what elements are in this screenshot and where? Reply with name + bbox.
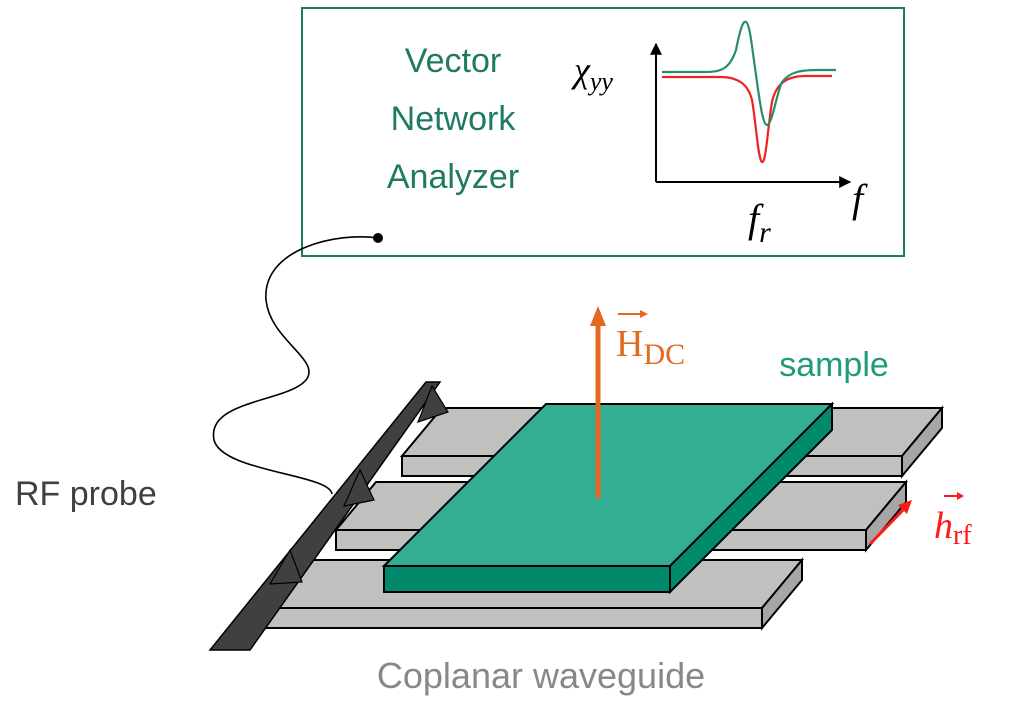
dc-field-label: HDC: [616, 310, 685, 371]
probe-tip-front: [268, 548, 303, 585]
rf-field-arrow: [868, 500, 912, 546]
resonance-symbol: fr: [748, 196, 771, 249]
sample-side: [669, 401, 833, 595]
vna-label-line1: Vector: [405, 42, 501, 80]
curve-red: [662, 74, 832, 164]
rf-probe: [208, 381, 449, 651]
sample-slab: [381, 401, 835, 595]
vna-label-line3: Analyzer: [387, 158, 519, 196]
vna-frame: [301, 7, 905, 257]
rf-field-label: hrf: [934, 492, 972, 551]
svg-text:HDC: HDC: [616, 323, 685, 371]
dc-field-arrow: [590, 306, 606, 498]
vna-box: Vector Network Analyzer χyy f fr: [301, 7, 905, 257]
rf-probe-label: RF probe: [15, 475, 157, 513]
probe-tip-middle: [342, 468, 375, 507]
svg-text:hrf: hrf: [934, 505, 972, 551]
sample-front: [383, 565, 671, 593]
probe-tip-back: [416, 384, 449, 423]
probe-body: [208, 381, 442, 651]
vna-label-line2: Network: [391, 100, 517, 138]
cable-wire: [212, 236, 379, 495]
curve-green: [662, 20, 836, 127]
waveguide-label: Coplanar waveguide: [377, 655, 705, 696]
rf-cable: [212, 233, 383, 495]
y-axis-symbol: χyy: [571, 50, 613, 96]
cable-connector: [373, 233, 383, 243]
sample-label: sample: [779, 346, 889, 384]
x-axis-symbol: f: [852, 176, 868, 221]
